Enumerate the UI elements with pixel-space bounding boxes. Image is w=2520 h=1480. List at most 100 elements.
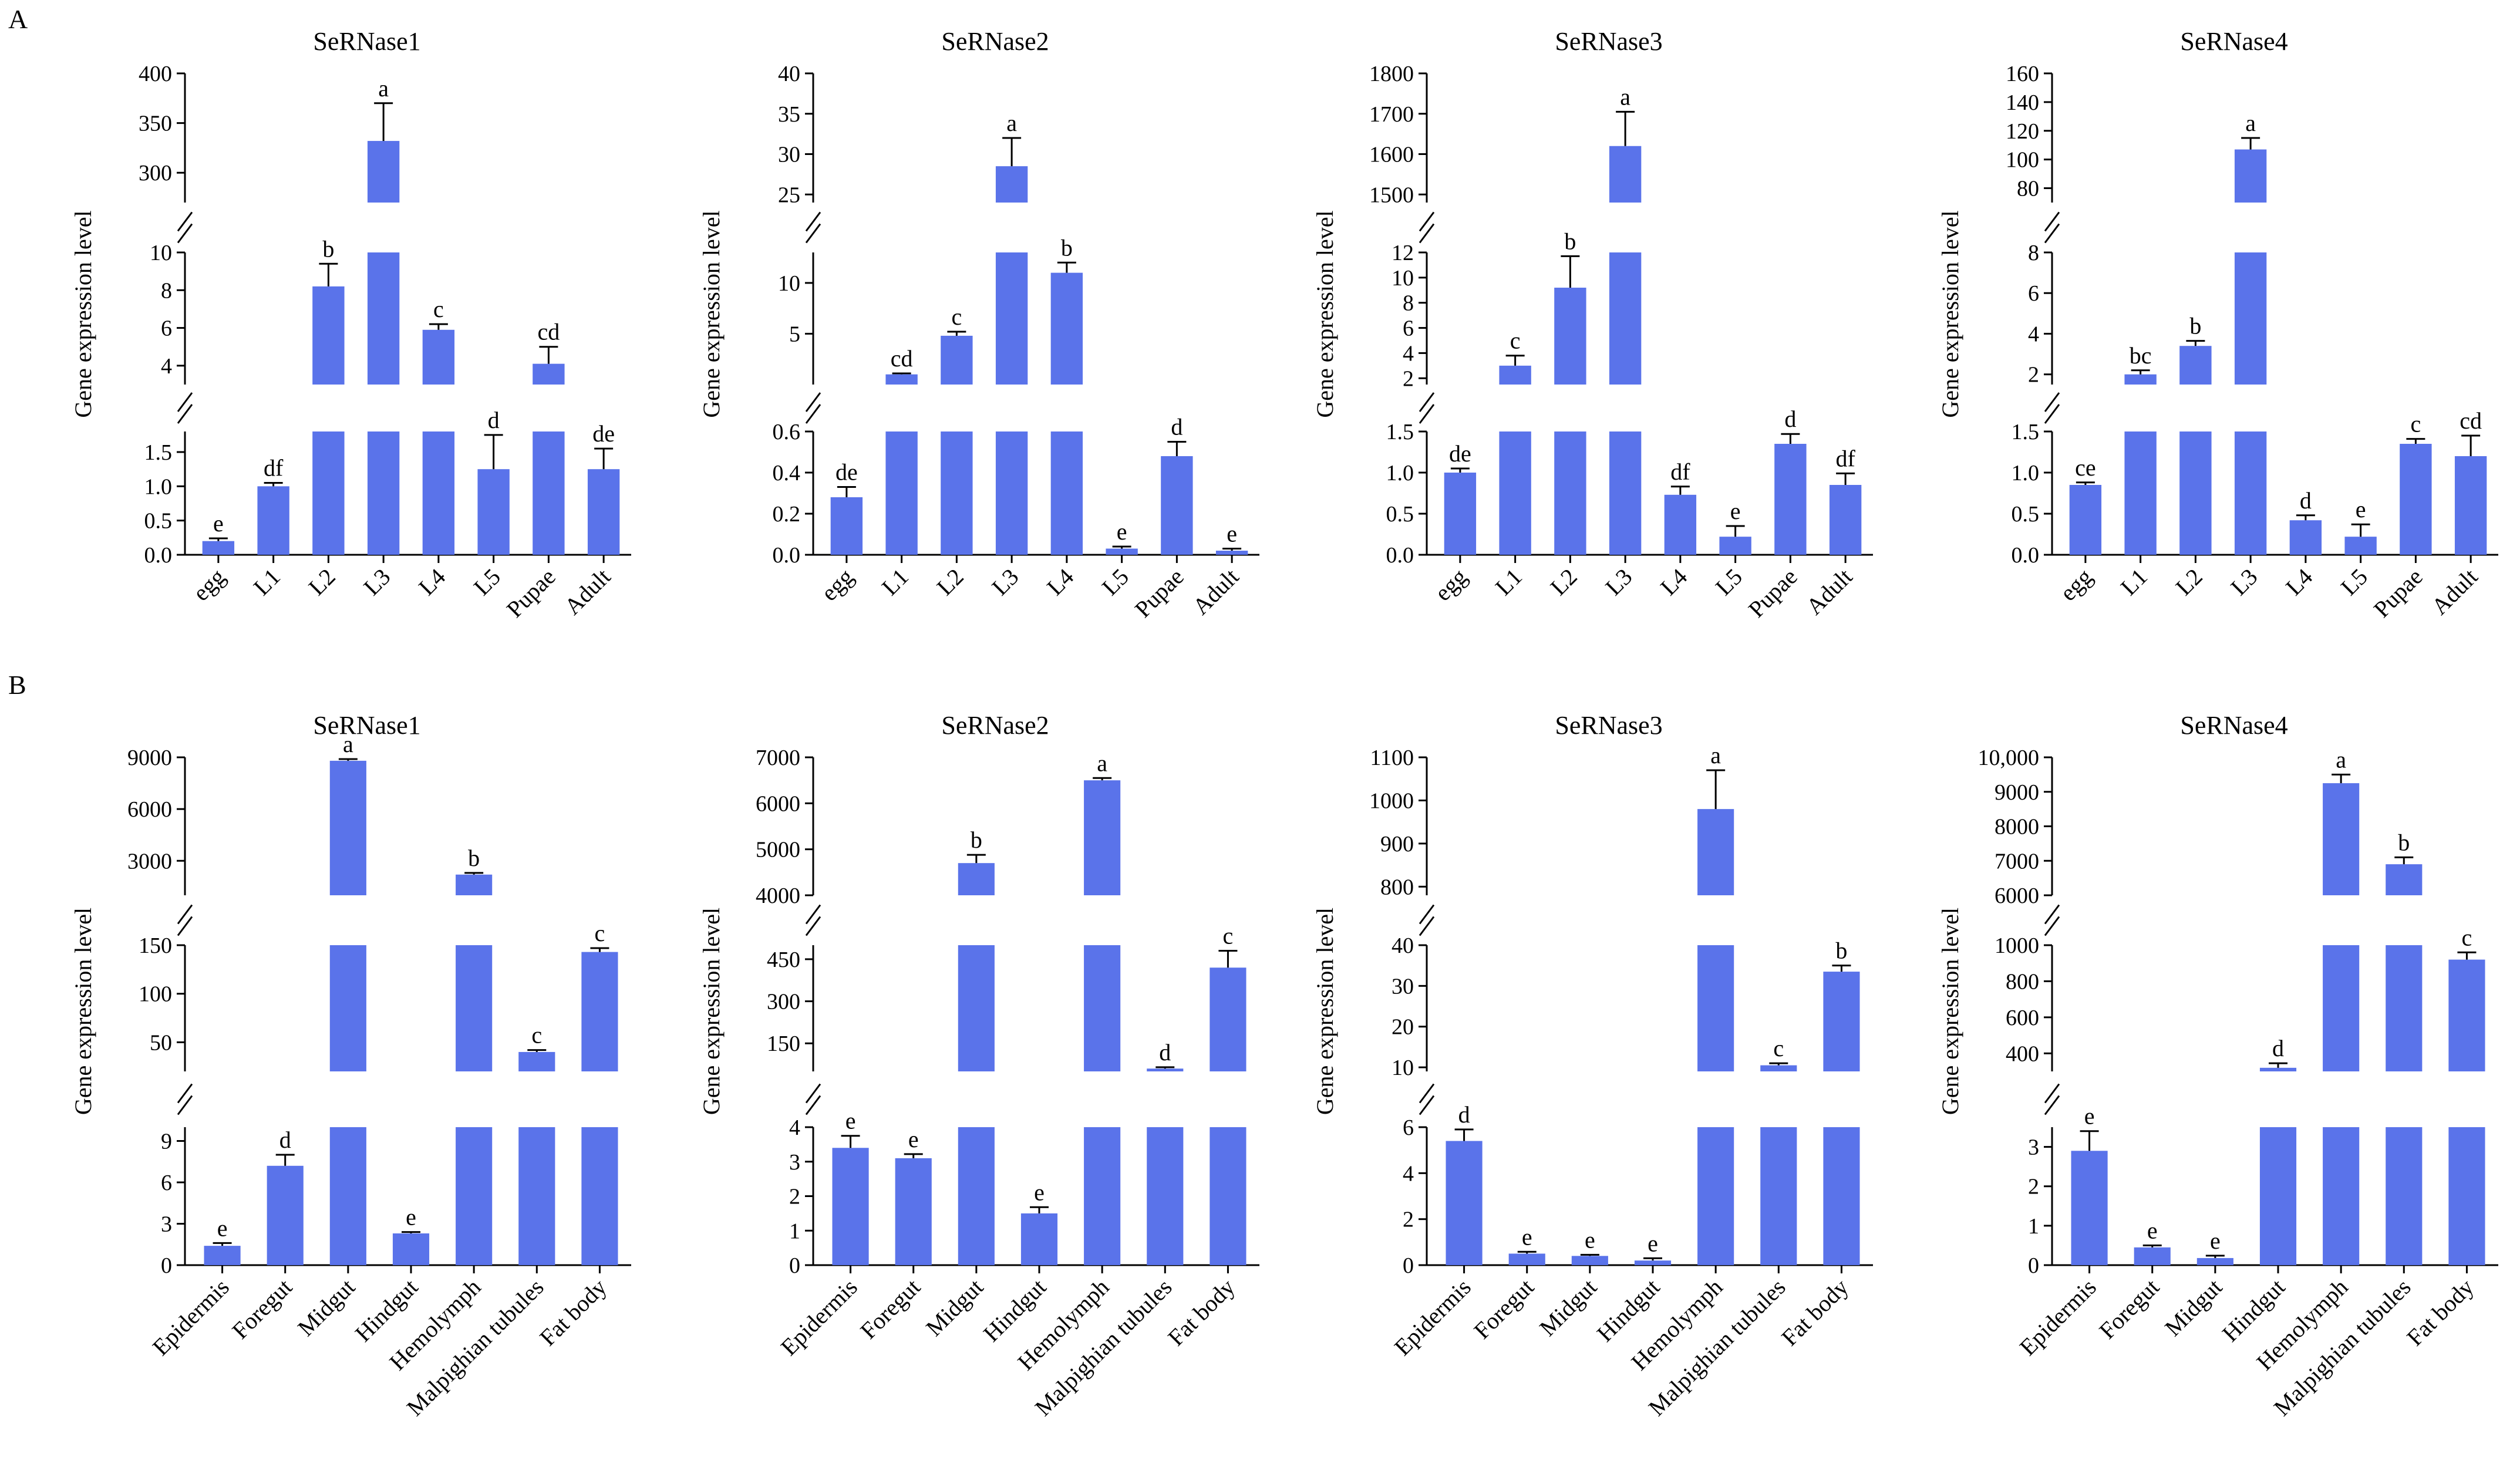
- chart-4-bar-4: [456, 1127, 493, 1265]
- chart-0-x-label-4: L4: [413, 564, 450, 601]
- chart-3-y-tick-label: 8: [2028, 241, 2039, 265]
- chart-5-bar-4: [1084, 1127, 1121, 1265]
- chart-1-bar-2: [941, 335, 973, 385]
- chart-7-y-tick-label: 2: [2028, 1175, 2039, 1199]
- chart-5-y-tick-label: 3: [789, 1150, 800, 1175]
- chart-7-bar-5: [2386, 1127, 2423, 1265]
- chart-b4: SeRNase4 Gene expression level 0 1 2 3 400 600 8…: [1937, 711, 2498, 1421]
- chart-7-sig-letter-3: d: [2272, 1035, 2284, 1061]
- chart-5-sig-letter-1: e: [908, 1126, 919, 1152]
- chart-7-bar-4: [2323, 783, 2360, 895]
- chart-3-bar-3: [2234, 252, 2267, 385]
- chart-7-ylabel: Gene expression level: [1937, 908, 1963, 1115]
- chart-2-y-tick-label: 6: [1403, 316, 1414, 341]
- chart-6-y-tick-label: 1100: [1370, 746, 1414, 770]
- chart-2-sig-letter-4: df: [1670, 459, 1690, 485]
- chart-6-sig-letter-1: e: [1522, 1223, 1532, 1250]
- chart-2-y-tick-label: 1.0: [1386, 461, 1414, 486]
- chart-0-bar-1: [257, 486, 289, 555]
- chart-1-y-tick-label: 0.4: [773, 461, 801, 486]
- chart-7-y-tick-label: 800: [2006, 969, 2039, 994]
- chart-1-bar-2: [941, 431, 973, 555]
- chart-2-bar-3: [1609, 252, 1642, 385]
- chart-5-bar-2: [958, 1127, 995, 1265]
- chart-5-axis-break: [805, 1095, 821, 1115]
- chart-a4: SeRNase4 Gene expression level 0.0 0.5 1.0 1.…: [1937, 27, 2498, 622]
- chart-4-bar-0: [204, 1246, 241, 1265]
- chart-1-bar-5: [1106, 548, 1138, 555]
- chart-2-bar-4: [1664, 494, 1697, 555]
- chart-0-x-label-7: Adult: [559, 564, 615, 620]
- chart-2-y-tick-label: 1800: [1369, 62, 1414, 86]
- chart-6-axis-break: [1419, 1095, 1435, 1115]
- chart-5-title: SeRNase2: [941, 711, 1049, 740]
- chart-4-y-tick-label: 9: [161, 1130, 172, 1154]
- chart-0-y-tick-label: 6: [161, 316, 172, 341]
- chart-3-bar-4: [2289, 520, 2322, 555]
- chart-3-sig-letter-5: e: [2356, 496, 2366, 522]
- chart-1-bar-1: [885, 431, 918, 555]
- chart-3-ylabel: Gene expression level: [1937, 210, 1963, 417]
- chart-1-y-tick-label: 30: [778, 143, 800, 167]
- chart-1-x-label-7: Adult: [1187, 564, 1244, 620]
- chart-2-x-label-0: egg: [1430, 564, 1473, 606]
- chart-7-y-tick-label: 10,000: [1978, 746, 2040, 770]
- chart-3-bar-6: [2400, 444, 2432, 555]
- chart-6-axis-break: [1419, 904, 1435, 925]
- chart-1-bar-6: [1161, 456, 1193, 555]
- chart-7-y-tick-label: 9000: [1995, 780, 2039, 805]
- chart-7-axis-break: [2044, 904, 2060, 925]
- chart-5-y-tick-label: 300: [767, 990, 800, 1014]
- chart-4-bar-3: [392, 1233, 430, 1265]
- chart-3-x-label-5: L5: [2336, 564, 2373, 601]
- chart-2-bar-7: [1829, 485, 1862, 555]
- chart-6-sig-letter-5: c: [1773, 1035, 1784, 1061]
- chart-1-sig-letter-4: b: [1061, 234, 1073, 261]
- chart-2-x-label-5: L5: [1710, 564, 1747, 601]
- chart-6-sig-letter-4: a: [1710, 742, 1721, 768]
- chart-2-y-tick-label: 0.0: [1386, 543, 1414, 568]
- chart-7-bar-4: [2323, 945, 2360, 1071]
- chart-4-y-tick-label: 3000: [127, 849, 172, 874]
- chart-2-bar-3: [1609, 146, 1642, 203]
- chart-4-x-label-2: Midgut: [292, 1274, 360, 1341]
- chart-1-x-label-4: L4: [1042, 564, 1079, 601]
- chart-5-x-label-1: Foregut: [855, 1274, 925, 1344]
- chart-5-bar-5: [1147, 1068, 1184, 1071]
- chart-3-sig-letter-4: d: [2300, 487, 2312, 514]
- chart-6-x-label-2: Midgut: [1534, 1274, 1602, 1341]
- chart-4-x-label-6: Fat body: [534, 1274, 612, 1351]
- chart-0-bar-4: [422, 431, 455, 555]
- chart-7-bar-2: [2196, 1258, 2233, 1265]
- chart-1-bar-3: [995, 431, 1028, 555]
- chart-b1: SeRNase1 Gene expression level 0 3 6 9 50 100 15…: [70, 711, 631, 1421]
- chart-3-sig-letter-0: ce: [2075, 454, 2096, 481]
- chart-4-bar-4: [456, 945, 493, 1071]
- chart-7-sig-letter-0: e: [2084, 1103, 2095, 1130]
- chart-1-y-tick-label: 10: [778, 271, 800, 296]
- chart-6-y-tick-label: 6: [1403, 1115, 1414, 1140]
- chart-5-axis-break: [805, 904, 821, 925]
- chart-6-y-tick-label: 4: [1403, 1161, 1414, 1186]
- chart-5-ylabel: Gene expression level: [698, 908, 725, 1115]
- chart-1-axis-break: [805, 223, 821, 244]
- chart-7-bar-3: [2259, 1127, 2297, 1265]
- chart-1-x-label-6: Pupae: [1130, 564, 1189, 623]
- chart-3-sig-letter-1: bc: [2130, 342, 2152, 369]
- chart-4-y-tick-label: 50: [150, 1030, 172, 1055]
- chart-7-bar-0: [2071, 1151, 2108, 1265]
- chart-7-y-tick-label: 600: [2006, 1006, 2039, 1030]
- chart-5-sig-letter-3: e: [1034, 1179, 1045, 1205]
- chart-5-sig-letter-2: b: [971, 827, 982, 853]
- chart-0-sig-letter-5: d: [488, 407, 500, 433]
- chart-1-y-tick-label: 25: [778, 183, 800, 207]
- chart-2-bar-5: [1719, 537, 1751, 555]
- chart-2-title: SeRNase3: [1555, 27, 1662, 56]
- chart-6-bar-4: [1697, 1127, 1734, 1265]
- chart-4-sig-letter-5: c: [531, 1022, 542, 1049]
- chart-0-y-tick-label: 10: [150, 241, 172, 265]
- chart-b2: SeRNase2 Gene expression level 0 1 2 3 4 150 300…: [698, 711, 1259, 1421]
- chart-3-bar-1: [2124, 374, 2157, 385]
- chart-0-sig-letter-7: de: [592, 420, 615, 447]
